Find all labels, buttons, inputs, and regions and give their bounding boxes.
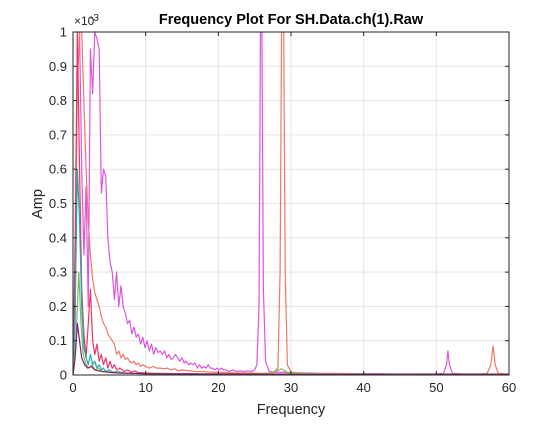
y-tick-label: 0.9 (49, 59, 67, 74)
y-tick-label: 0.4 (49, 230, 67, 245)
y-tick-label: 0.3 (49, 265, 67, 280)
y-tick-label: 0.5 (49, 196, 67, 211)
y-tick-label: 0 (60, 368, 67, 383)
y-tick-label: 0.7 (49, 127, 67, 142)
y-exponent-base: ×10 (74, 14, 95, 28)
y-axis-label: Amp (30, 189, 46, 219)
x-tick-label: 20 (211, 380, 225, 395)
y-tick-label: 0.8 (49, 93, 67, 108)
x-tick-label: 50 (429, 380, 443, 395)
tick-marks (72, 31, 510, 376)
x-tick-label: 0 (69, 380, 76, 395)
chart-title: Frequency Plot For SH.Data.ch(1).Raw (159, 12, 424, 28)
x-tick-label: 60 (502, 380, 516, 395)
series-line-6 (73, 322, 509, 375)
y-tick-label: 0.2 (49, 299, 67, 314)
y-tick-label: 1 (60, 25, 67, 40)
y-exponent-power: -3 (90, 13, 99, 24)
x-axis-label: Frequency (257, 402, 326, 418)
y-tick-labels: 0 0.1 0.2 0.3 0.4 0.5 0.6 0.7 0.8 0.9 1 (49, 25, 67, 383)
y-tick-label: 0.1 (49, 333, 67, 348)
y-tick-label: 0.6 (49, 162, 67, 177)
x-tick-label: 30 (284, 380, 298, 395)
x-tick-label: 10 (138, 380, 152, 395)
series-layer (73, 32, 509, 375)
x-tick-labels: 0 10 20 30 40 50 60 (69, 380, 516, 395)
x-tick-label: 40 (356, 380, 370, 395)
